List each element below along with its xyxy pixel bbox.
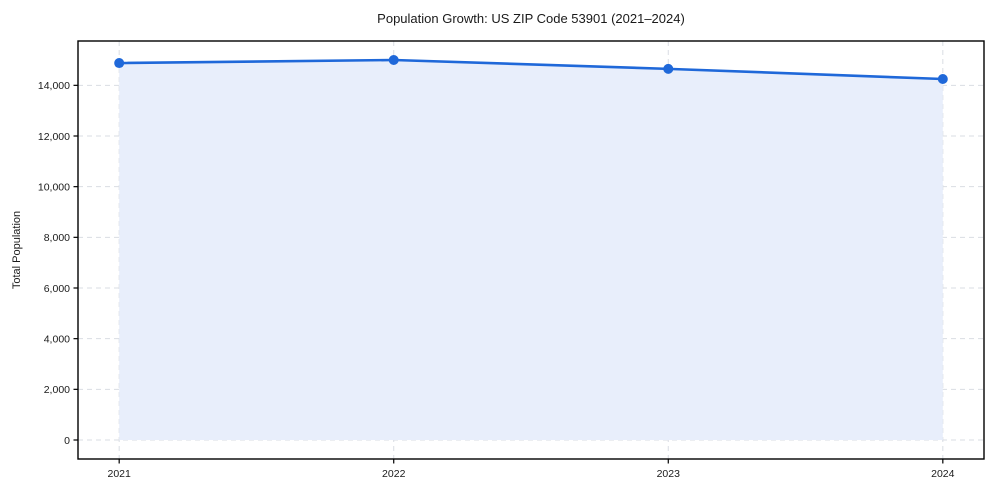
- x-tick-label-2024: 2024: [931, 468, 955, 480]
- data-point-2023: [663, 63, 674, 74]
- data-point-2024: [937, 74, 948, 84]
- y-tick-label-6000: 6,000: [44, 283, 70, 295]
- y-tick-label-14000: 14,000: [38, 80, 70, 92]
- y-tick-label-12000: 12,000: [38, 131, 70, 143]
- data-point-2021: [114, 58, 125, 69]
- trend-line: [117, 58, 945, 81]
- y-tick-label-2000: 2,000: [44, 384, 70, 396]
- y-tick-label-8000: 8,000: [44, 232, 70, 244]
- chart-title: Population Growth: US ZIP Code 53901 (20…: [377, 11, 685, 26]
- y-tick-label-0: 0: [64, 435, 70, 447]
- y-tick-label-10000: 10,000: [38, 181, 70, 193]
- data-point-2022: [388, 55, 399, 65]
- y-tick-label-4000: 4,000: [44, 333, 70, 345]
- x-tick-label-2023: 2023: [657, 468, 681, 480]
- x-tick-label-2022: 2022: [382, 468, 406, 480]
- plot-border: [77, 40, 985, 460]
- x-tick-label-2021: 2021: [108, 468, 132, 480]
- area-fill: [119, 60, 943, 440]
